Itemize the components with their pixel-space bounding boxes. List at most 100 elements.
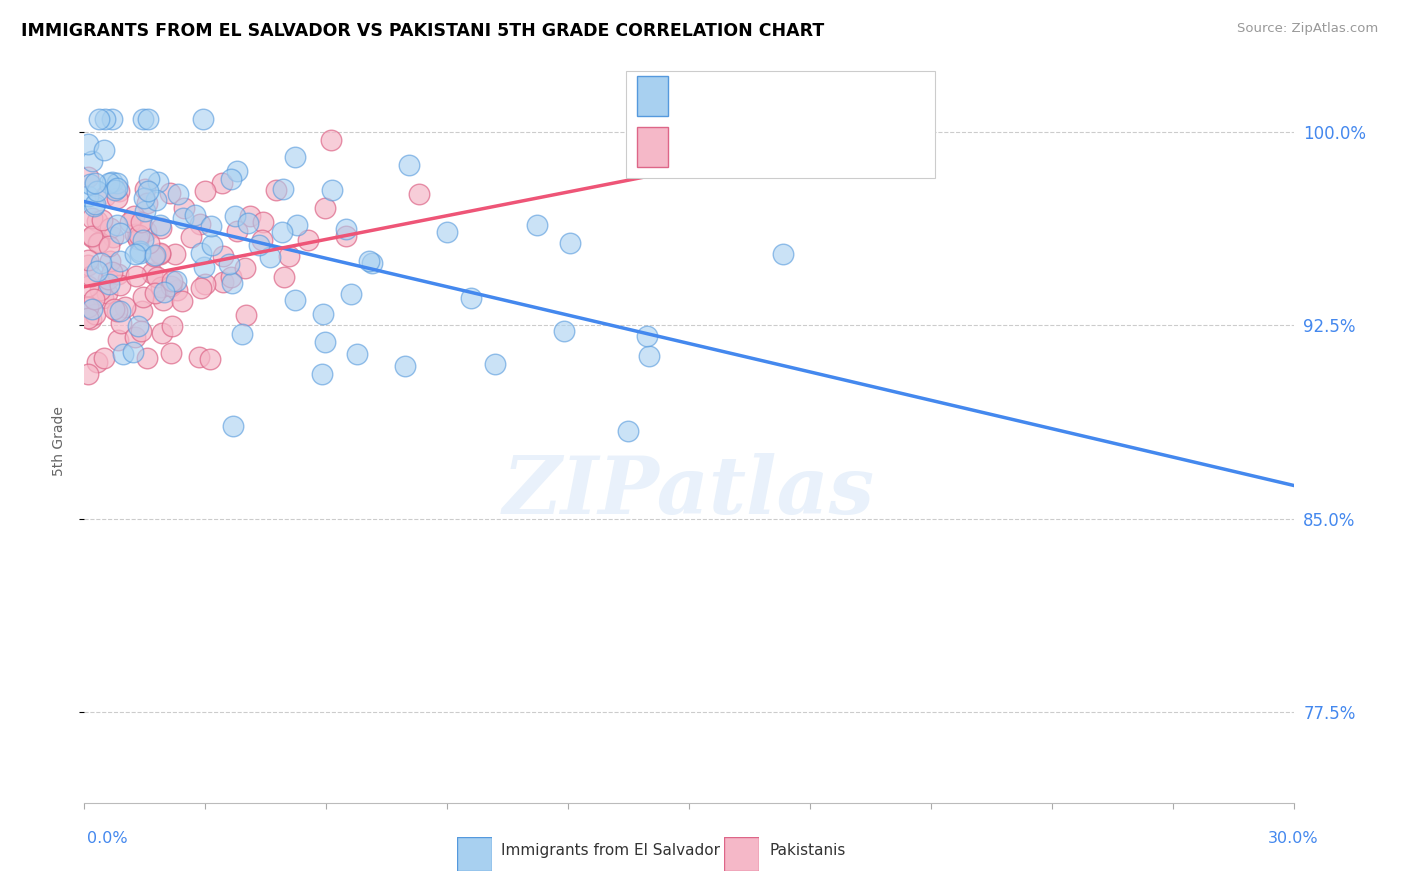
Point	[77, 367, 100, 381]
Point	[108, 277, 131, 292]
Point	[173, 202, 195, 216]
Point	[314, 335, 336, 350]
Point	[141, 266, 163, 280]
Point	[183, 208, 205, 222]
Point	[94, 112, 117, 126]
Point	[201, 238, 224, 252]
Point	[218, 257, 240, 271]
Point	[198, 352, 221, 367]
Text: ZIPatlas: ZIPatlas	[503, 453, 875, 531]
Point	[311, 367, 333, 381]
Text: Pakistanis: Pakistanis	[769, 843, 845, 857]
Point	[91, 213, 114, 227]
Point	[124, 227, 146, 241]
Point	[86, 264, 108, 278]
Point	[82, 229, 104, 244]
Point	[80, 312, 103, 326]
Point	[165, 274, 187, 288]
Point	[101, 230, 124, 244]
Point	[80, 211, 103, 225]
Point	[131, 304, 153, 318]
Point	[190, 245, 212, 260]
Point	[297, 233, 319, 247]
Point	[162, 319, 184, 334]
Point	[188, 350, 211, 364]
Point	[84, 196, 107, 211]
Point	[271, 225, 294, 239]
Point	[194, 277, 217, 291]
Point	[250, 233, 273, 247]
Point	[159, 186, 181, 200]
Point	[105, 218, 128, 232]
Point	[194, 184, 217, 198]
Text: R = -0.475   N = 88: R = -0.475 N = 88	[678, 96, 868, 114]
Point	[163, 247, 186, 261]
Point	[80, 268, 103, 283]
Point	[80, 153, 103, 168]
Text: 30.0%: 30.0%	[1268, 831, 1319, 846]
Point	[87, 235, 110, 250]
Point	[149, 218, 172, 232]
Point	[134, 204, 156, 219]
Point	[149, 247, 172, 261]
Point	[77, 252, 100, 267]
Point	[219, 270, 242, 285]
Point	[160, 274, 183, 288]
Point	[172, 293, 194, 308]
Point	[134, 190, 156, 204]
Point	[212, 249, 235, 263]
Point	[77, 300, 100, 314]
Point	[77, 300, 100, 314]
Point	[149, 246, 172, 260]
Point	[108, 226, 131, 240]
Point	[172, 211, 194, 225]
Point	[143, 285, 166, 300]
Point	[637, 329, 659, 343]
Point	[346, 347, 368, 361]
Point	[105, 304, 128, 318]
Point	[278, 249, 301, 263]
Point	[77, 136, 100, 151]
Point	[236, 216, 259, 230]
Point	[231, 326, 253, 341]
Point	[145, 247, 167, 261]
Point	[211, 176, 233, 190]
Point	[98, 220, 121, 235]
Point	[80, 302, 103, 317]
Point	[249, 237, 271, 252]
Point	[77, 279, 100, 293]
Point	[219, 172, 242, 186]
Point	[107, 333, 129, 347]
Point	[89, 112, 111, 126]
Point	[394, 359, 416, 374]
Point	[97, 272, 120, 286]
Point	[124, 247, 146, 261]
Point	[128, 244, 150, 258]
Point	[77, 189, 100, 203]
Point	[132, 112, 155, 126]
Point	[79, 178, 101, 192]
Point	[145, 270, 167, 285]
Point	[83, 199, 105, 213]
Point	[105, 180, 128, 194]
Point	[98, 254, 121, 268]
Point	[136, 351, 159, 365]
Point	[319, 133, 342, 147]
Point	[127, 319, 149, 334]
Point	[211, 275, 233, 289]
Point	[103, 302, 125, 317]
Point	[132, 290, 155, 304]
Point	[284, 149, 307, 163]
Point	[86, 355, 108, 369]
Point	[284, 293, 307, 308]
Point	[132, 233, 155, 247]
Point	[152, 293, 174, 308]
Point	[167, 187, 190, 202]
Point	[96, 286, 118, 301]
Point	[129, 324, 152, 338]
Point	[91, 291, 114, 305]
Text: IMMIGRANTS FROM EL SALVADOR VS PAKISTANI 5TH GRADE CORRELATION CHART: IMMIGRANTS FROM EL SALVADOR VS PAKISTANI…	[21, 22, 824, 40]
Point	[146, 175, 169, 189]
Point	[285, 219, 308, 233]
Point	[252, 214, 274, 228]
